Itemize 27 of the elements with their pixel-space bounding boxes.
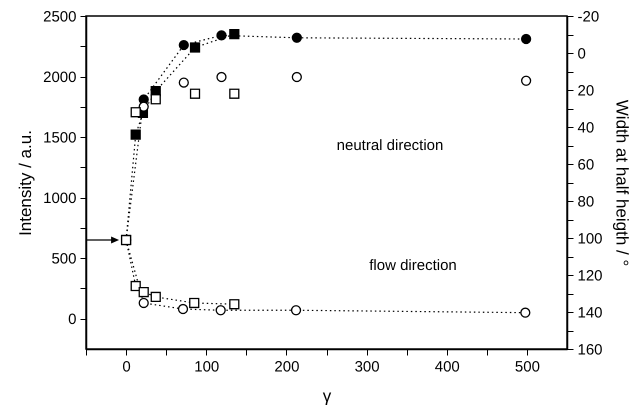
x-tick-label: 100 [194, 358, 220, 376]
annotation: flow direction [369, 257, 457, 274]
y2-tick-label: 160 [578, 342, 603, 358]
y-tick-label: 1000 [43, 190, 76, 208]
x-tick-label: 400 [434, 358, 460, 376]
y-tick-label: 0 [68, 311, 76, 328]
y-tick-label: 500 [51, 250, 76, 268]
y-tick-label: 1500 [43, 130, 76, 147]
x-tick-label: 300 [354, 358, 380, 376]
y2-axis-title: Width at half heigth / ° [612, 100, 632, 266]
y-tick-label: 2000 [43, 69, 76, 86]
y2-tick-label: -20 [578, 8, 600, 26]
y2-tick-label: 80 [578, 194, 594, 210]
y-axis-title: Intensity / a.u. [16, 130, 36, 236]
x-tick-label: 0 [122, 358, 131, 376]
y2-tick-label: 0 [578, 46, 586, 62]
annotation: neutral direction [336, 137, 444, 154]
y2-tick-label: 120 [578, 268, 603, 284]
y2-tick-label: 100 [578, 230, 603, 248]
y2-tick-label: 60 [578, 156, 594, 174]
y-tick-label: 2500 [43, 8, 76, 26]
y2-tick-label: 20 [578, 82, 594, 100]
x-tick-label: 200 [274, 358, 300, 376]
x-tick-label: 500 [514, 358, 540, 376]
x-axis-title: γ [322, 386, 332, 406]
y2-tick-label: 40 [578, 120, 594, 136]
y2-tick-label: 140 [578, 304, 603, 322]
